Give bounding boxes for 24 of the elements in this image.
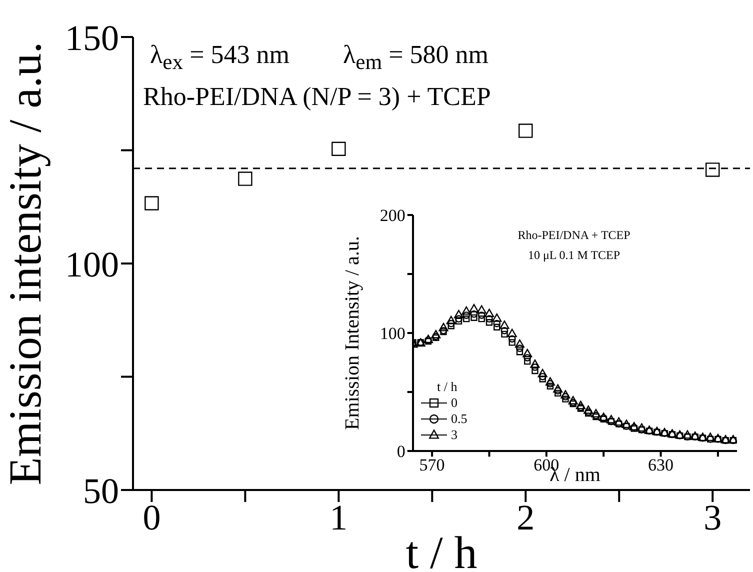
x-axis-title: t / h (406, 527, 478, 572)
legend-label: 3 (451, 427, 458, 443)
annotation: λ$_{em}$ = 580 nm (343, 40, 488, 76)
x-tick-label: 0 (142, 498, 161, 538)
x-tick-label: 630 (648, 456, 674, 475)
y-tick-label: 100 (65, 244, 119, 284)
y-tick-label: 0 (396, 442, 406, 462)
y-tick-label: 200 (380, 206, 406, 226)
x-tick-label: 570 (419, 456, 445, 475)
y-tick-label: 150 (65, 18, 119, 58)
x-tick-label: 3 (704, 498, 722, 538)
annotation: Rho-PEI/DNA (N/P = 3) + TCEP (143, 82, 491, 112)
annotation: 10 μL 0.1 M TCEP (526, 248, 622, 263)
x-tick-label: 2 (516, 498, 535, 538)
legend-label: 0 (451, 395, 458, 411)
y-tick-label: 100 (380, 324, 406, 344)
legend-title: t / h (436, 379, 458, 395)
y-axis-title: Emission Intensity / a.u. (342, 236, 364, 430)
x-tick-label: 1 (330, 498, 348, 538)
y-tick-label: 50 (83, 470, 119, 511)
y-axis-title: Emission intensity / a.u. (0, 42, 51, 486)
legend-label: 0.5 (451, 411, 468, 427)
annotation: Rho-PEI/DNA + TCEP (516, 228, 632, 243)
annotation: λ$_{ex}$ = 543 nm (150, 40, 290, 76)
